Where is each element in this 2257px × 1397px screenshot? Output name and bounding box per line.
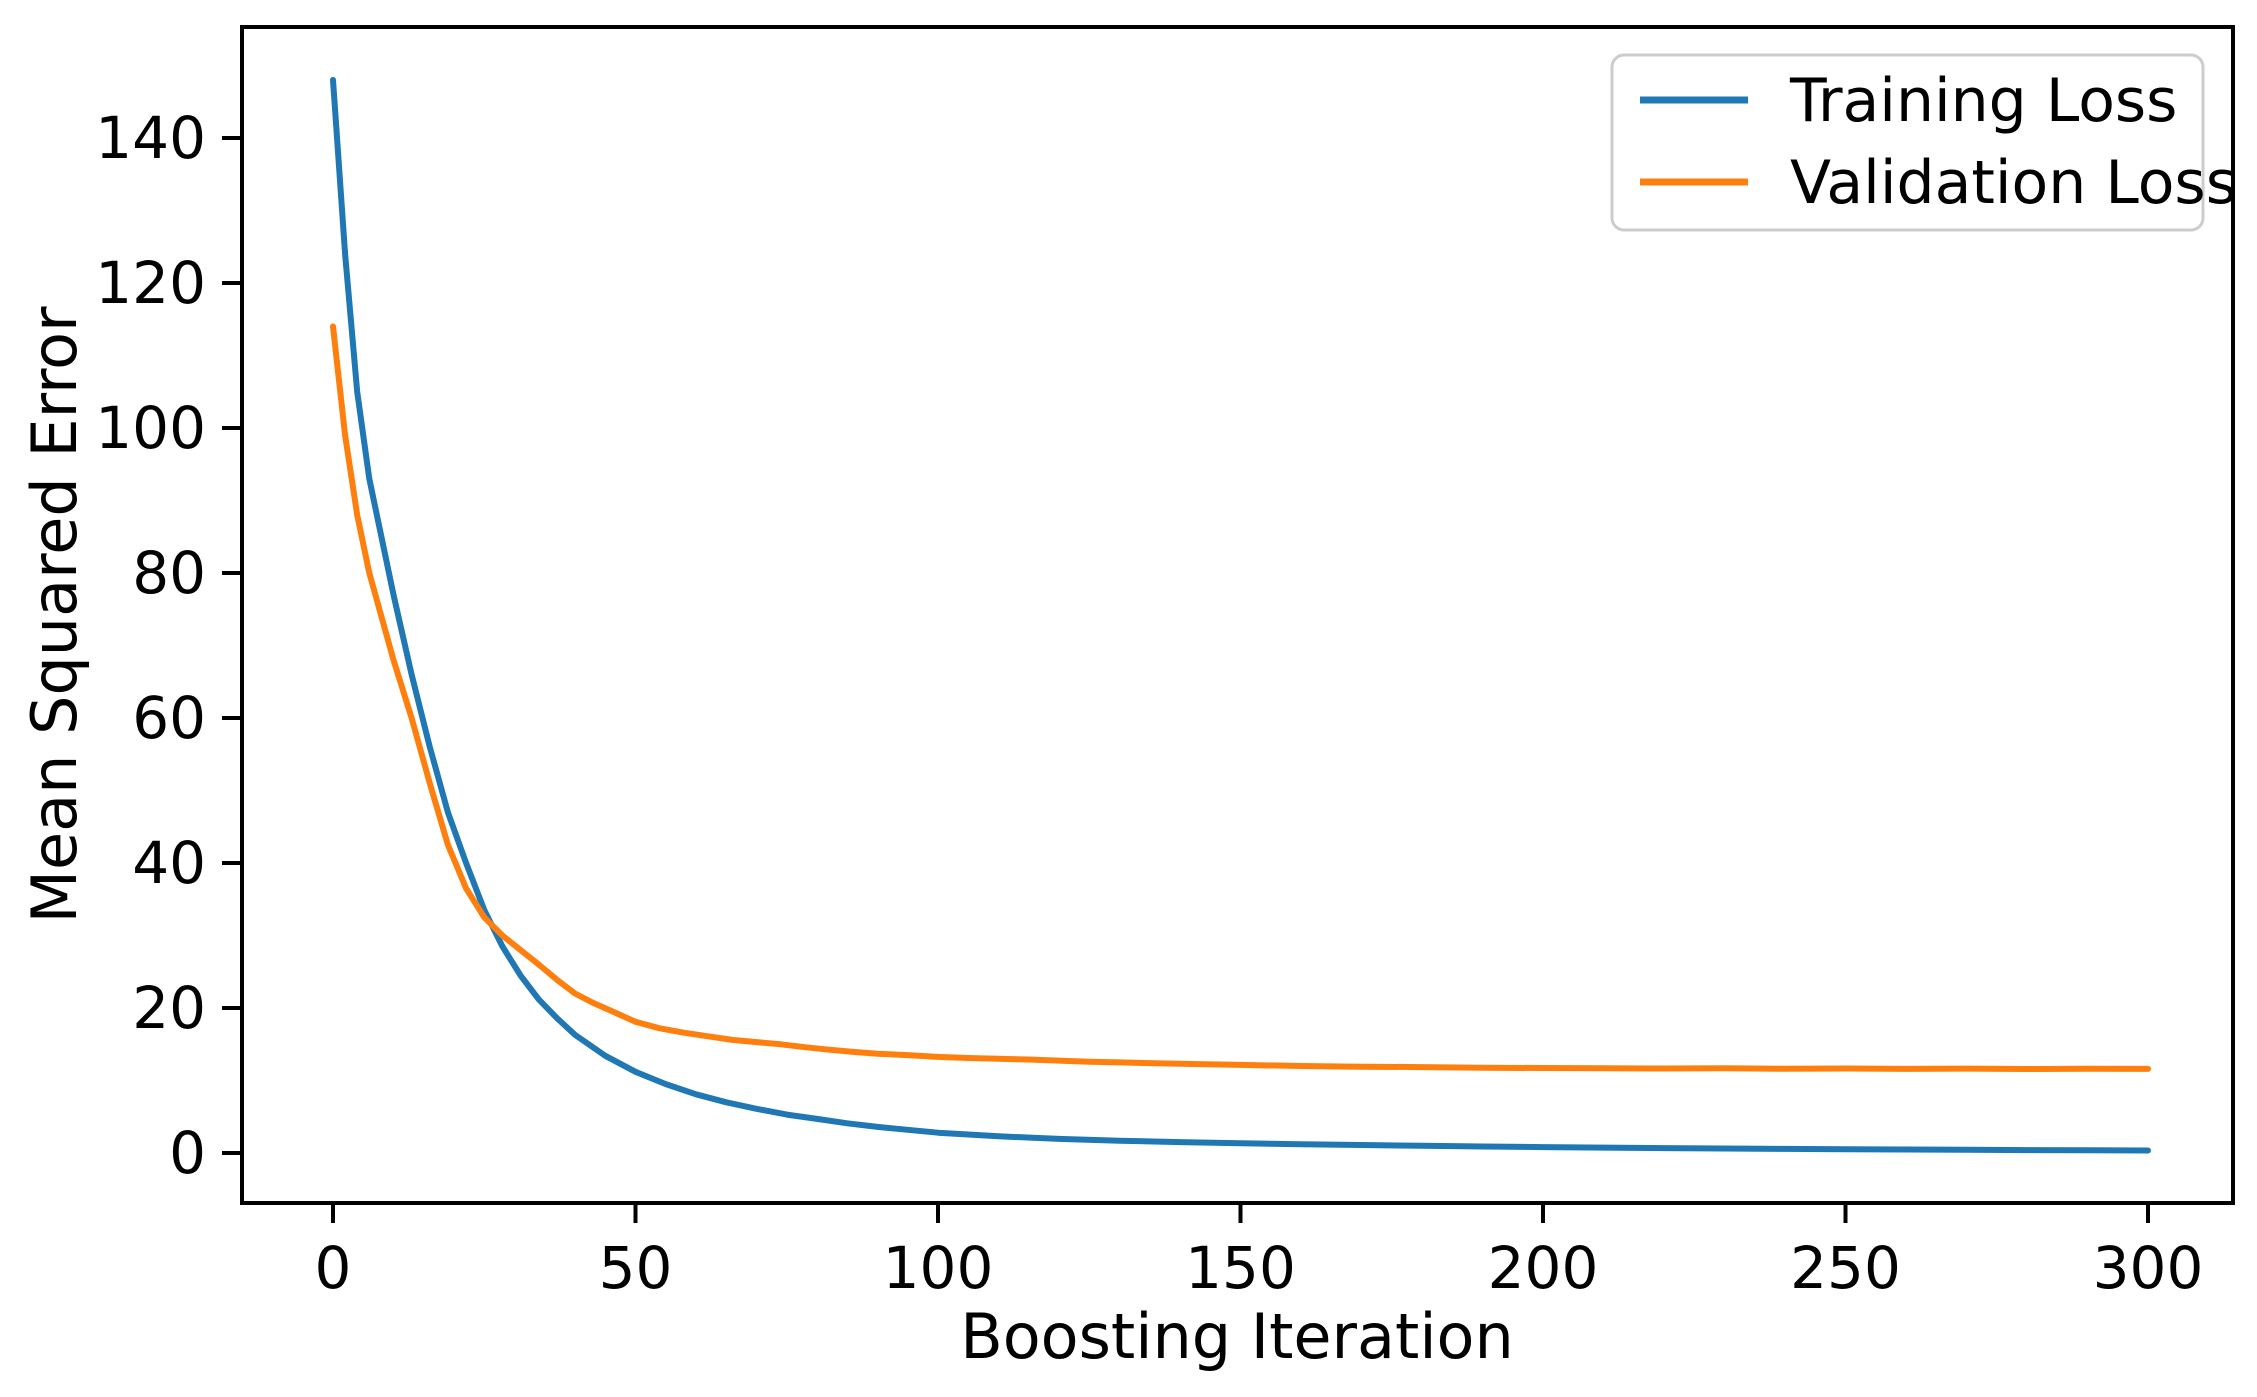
x-tick-label: 100 [883, 1234, 994, 1302]
series-lines [330, 77, 2151, 1154]
y-tick-label: 60 [132, 684, 206, 752]
x-axis-ticks: 0 50 100 150 200 250 300 [315, 1203, 2204, 1302]
x-tick-label: 250 [1790, 1234, 1901, 1302]
plot-area-border [240, 25, 2235, 1205]
y-axis-label: Mean Squared Error [18, 306, 91, 924]
validation-loss-line [330, 323, 2151, 1072]
legend-label: Validation Loss [1790, 148, 2237, 218]
x-tick-label: 200 [1488, 1234, 1599, 1302]
y-tick-label: 100 [95, 394, 206, 462]
y-tick-label: 40 [132, 829, 206, 897]
y-tick-label: 20 [132, 974, 206, 1042]
x-tick-label: 0 [315, 1234, 352, 1302]
x-tick-label: 300 [2093, 1234, 2204, 1302]
x-axis-label: Boosting Iteration [960, 1300, 1514, 1373]
training-loss-line [330, 77, 2151, 1154]
y-tick-label: 0 [169, 1119, 206, 1187]
y-tick-label: 120 [95, 249, 206, 317]
legend-box [1610, 53, 2205, 232]
x-tick-label: 150 [1185, 1234, 1296, 1302]
x-tick-label: 50 [599, 1234, 673, 1302]
y-axis-ticks: 0 20 40 60 80 100 120 140 [95, 104, 242, 1187]
legend: Training Loss Validation Loss [1610, 53, 2237, 232]
y-tick-label: 140 [95, 104, 206, 172]
y-tick-label: 80 [132, 539, 206, 607]
legend-label: Training Loss [1789, 66, 2177, 136]
legend-entries: Training Loss Validation Loss [1640, 66, 2237, 218]
